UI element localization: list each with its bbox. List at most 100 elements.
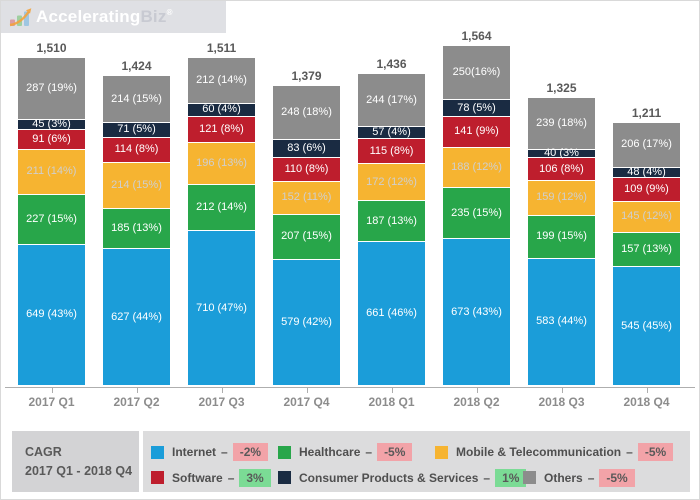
- legend: Internet – -2% Healthcare – -5% Mobile & Telec…: [143, 431, 690, 492]
- legend-swatch: [278, 471, 291, 485]
- legend-label: Software: [172, 470, 223, 485]
- segment-label: 141 (9%): [454, 125, 499, 138]
- legend-separator: –: [626, 445, 633, 460]
- axis-tick: [391, 388, 393, 393]
- bar-segment: 83 (6%): [273, 140, 340, 159]
- bar-segment: 172 (12%): [358, 164, 425, 202]
- cagr-title: CAGR: [25, 445, 62, 460]
- bar-segment: 60 (4%): [188, 103, 255, 117]
- bar-stack: 661 (46%) 187 (13%) 172 (12%) 115 (8%) 57 (4…: [358, 74, 425, 385]
- segment-label: 91 (6%): [32, 132, 71, 145]
- segment-label: 235 (15%): [451, 206, 502, 219]
- segment-label: 227 (15%): [26, 212, 77, 225]
- bars-row: 1,510 649 (43%) 227 (15%) 211 (14%) 91 (6%) 4…: [18, 29, 680, 385]
- segment-label: 661 (46%): [366, 306, 417, 319]
- segment-label: 114 (8%): [114, 143, 159, 156]
- bar-segment: 583 (44%): [528, 258, 595, 385]
- legend-label: Healthcare: [299, 445, 361, 460]
- segment-label: 188 (12%): [451, 161, 502, 174]
- segment-label: 212 (14%): [196, 73, 247, 86]
- x-axis-label: 2018 Q2: [453, 395, 500, 409]
- bar-segment: 661 (46%): [358, 241, 425, 385]
- segment-label: 579 (42%): [281, 315, 332, 328]
- x-axis-label: 2017 Q3: [198, 395, 245, 409]
- bar-segment: 110 (8%): [273, 158, 340, 182]
- segment-label: 214 (15%): [111, 92, 162, 105]
- segment-label: 239 (18%): [536, 116, 587, 129]
- bar-total-label: 1,424: [121, 59, 152, 74]
- x-axis-line: [5, 387, 695, 388]
- segment-label: 212 (14%): [196, 201, 247, 214]
- bar-segment: 121 (8%): [188, 116, 255, 143]
- legend-label: Others: [544, 470, 583, 485]
- growth-chart-icon: [9, 7, 32, 26]
- segment-label: 110 (8%): [284, 163, 329, 176]
- bar-segment: 78 (5%): [443, 100, 510, 118]
- bar-segment: 91 (6%): [18, 129, 85, 150]
- legend-label: Consumer Products & Services: [299, 470, 479, 485]
- cagr-value-badge: -5%: [637, 443, 674, 462]
- registered-mark: ®: [166, 8, 173, 17]
- bar-stack: 627 (44%) 185 (13%) 214 (15%) 114 (8%) 71 (5…: [103, 76, 170, 385]
- segment-label: 214 (15%): [111, 178, 162, 191]
- segment-label: 45 (3%): [32, 118, 71, 131]
- cagr-value-badge: 1%: [495, 468, 527, 487]
- bar-segment: 649 (43%): [18, 244, 85, 385]
- axis-tick: [646, 388, 648, 393]
- bar-segment: 71 (5%): [103, 122, 170, 139]
- bar-segment: 211 (14%): [18, 149, 85, 196]
- segment-label: 187 (13%): [366, 214, 417, 227]
- bar-segment: 106 (8%): [528, 158, 595, 182]
- axis-tick: [51, 388, 53, 393]
- brand-text: AcceleratingBiz®: [36, 7, 173, 27]
- legend-swatch: [151, 471, 164, 485]
- bar-segment: 545 (45%): [613, 267, 680, 385]
- legend-separator: –: [483, 470, 491, 485]
- bar-total-label: 1,379: [291, 69, 322, 84]
- legend-item: Mobile & Telecommunication – -5%: [435, 443, 674, 462]
- bar-segment: 188 (12%): [443, 147, 510, 189]
- segment-label: 545 (45%): [621, 319, 672, 332]
- bar-total-label: 1,325: [546, 80, 577, 95]
- segment-label: 172 (12%): [366, 175, 417, 188]
- segment-label: 583 (44%): [536, 315, 587, 328]
- segment-label: 244 (17%): [366, 93, 417, 106]
- bar-group: 1,424 627 (44%) 185 (13%) 214 (15%) 114 (8%)…: [103, 59, 170, 385]
- segment-label: 115 (8%): [369, 144, 414, 157]
- bar-segment: 159 (12%): [528, 181, 595, 216]
- x-axis-label: 2017 Q1: [28, 395, 75, 409]
- bar-stack: 710 (47%) 212 (14%) 196 (13%) 121 (8%) 60 (4…: [188, 57, 255, 385]
- legend-swatch: [151, 445, 164, 459]
- bar-segment: 227 (15%): [18, 195, 85, 245]
- bar-segment: 214 (15%): [103, 162, 170, 210]
- bar-total-label: 1,564: [461, 29, 492, 44]
- bar-total-label: 1,211: [631, 106, 662, 121]
- bar-group: 1,379 579 (42%) 207 (15%) 152 (11%) 110 (8%)…: [273, 69, 340, 385]
- axis-tick: [561, 388, 563, 393]
- segment-label: 211 (14%): [26, 165, 77, 178]
- segment-label: 83 (6%): [287, 142, 326, 155]
- segment-label: 145 (12%): [621, 210, 672, 223]
- cagr-box: CAGR 2017 Q1 - 2018 Q4: [12, 431, 139, 492]
- logo-band: AcceleratingBiz®: [1, 1, 226, 33]
- segment-label: 248 (18%): [281, 106, 332, 119]
- segment-label: 287 (19%): [26, 82, 77, 95]
- legend-item: Others – -5%: [523, 468, 635, 487]
- bar-segment: 109 (9%): [613, 178, 680, 202]
- segment-label: 159 (12%): [536, 191, 587, 204]
- x-axis-label: 2018 Q4: [623, 395, 670, 409]
- bar-segment: 239 (18%): [528, 97, 595, 150]
- axis-tick: [136, 388, 138, 393]
- segment-label: 78 (5%): [457, 101, 496, 114]
- segment-label: 710 (47%): [196, 301, 247, 314]
- bar-segment: 206 (17%): [613, 123, 680, 168]
- bar-stack: 545 (45%) 157 (13%) 145 (12%) 109 (9%) 48 (4…: [613, 123, 680, 385]
- segment-label: 250(16%): [452, 66, 501, 79]
- legend-separator: –: [587, 470, 595, 485]
- cagr-range: 2017 Q1 - 2018 Q4: [25, 463, 133, 478]
- segment-label: 109 (9%): [624, 182, 669, 195]
- segment-label: 196 (13%): [196, 157, 247, 170]
- legend-separator: –: [365, 445, 373, 460]
- legend-item: Internet – -2%: [151, 443, 278, 462]
- cagr-value-badge: -5%: [599, 468, 635, 487]
